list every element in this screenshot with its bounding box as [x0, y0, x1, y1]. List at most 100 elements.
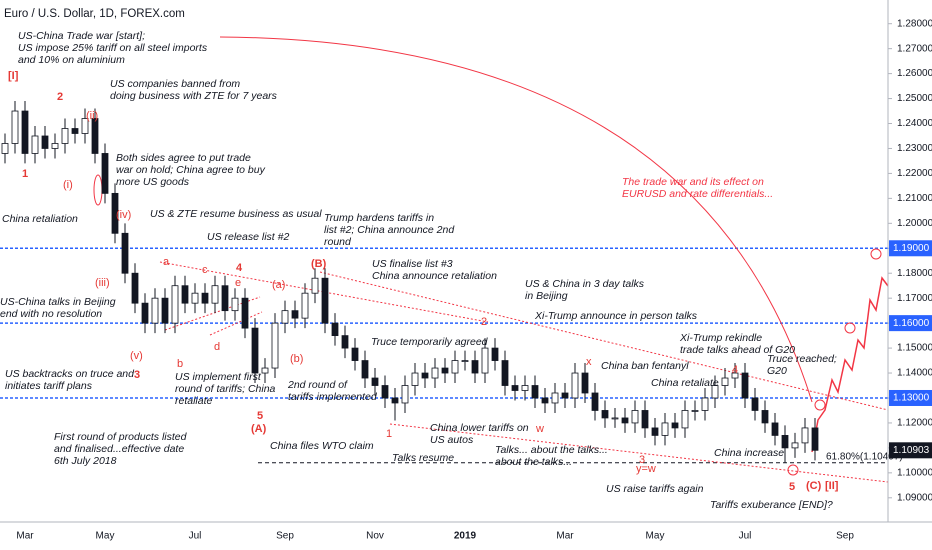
- level-label: 1.19000: [893, 243, 930, 254]
- trend-line: [319, 271, 889, 411]
- x-tick-label: Nov: [366, 531, 384, 542]
- wave-label: (C): [806, 480, 822, 492]
- wave-label: w: [535, 423, 544, 435]
- annotation: US & ZTE resume business as usual: [150, 208, 322, 220]
- candle-body: [31, 135, 39, 154]
- candle-body: [811, 427, 819, 451]
- x-tick-label: Mar: [556, 531, 574, 542]
- annotation: trade talks ahead of G20: [680, 344, 795, 356]
- candle-body: [621, 417, 629, 424]
- y-tick-label: 1.15000: [897, 343, 932, 354]
- annotation: US impose 25% tariff on all steel import…: [18, 42, 208, 54]
- candle-body: [751, 397, 759, 411]
- candle-body: [541, 397, 549, 404]
- y-tick-label: 1.12000: [897, 418, 932, 429]
- annotation: Xi-Trump announce in person talks: [534, 310, 698, 322]
- candle-body: [11, 110, 19, 144]
- candle-body: [721, 377, 729, 386]
- level-label: 1.13000: [893, 393, 930, 404]
- wave-label: (b): [290, 353, 303, 365]
- candle-body: [691, 410, 699, 412]
- annotation: US-China Trade war [start];: [18, 30, 145, 42]
- annotation: retaliate: [175, 395, 213, 407]
- annotation: China lower tariffs on: [430, 422, 529, 434]
- y-tick-label: 1.25000: [897, 93, 932, 104]
- x-tick-label: Sep: [276, 531, 294, 542]
- wave-label: e: [235, 277, 241, 289]
- candle-body: [641, 410, 649, 429]
- annotation: more US goods: [116, 176, 190, 188]
- annotation: about the talks...: [495, 456, 572, 468]
- candle-body: [561, 392, 569, 399]
- candle-body: [741, 372, 749, 399]
- wave-label: 3: [134, 369, 140, 381]
- annotation: G20: [767, 365, 787, 377]
- candle-body: [491, 347, 499, 361]
- annotation: doing business with ZTE for 7 years: [110, 90, 278, 102]
- wave-label: 5: [789, 481, 795, 493]
- candle-body: [581, 372, 589, 394]
- wave-label: a: [163, 256, 170, 268]
- annotation: China retaliation: [2, 213, 78, 225]
- annotation: US & China in 3 day talks: [525, 278, 645, 290]
- candle-body: [711, 385, 719, 399]
- annotation: US autos: [430, 434, 474, 446]
- candle-body: [501, 360, 509, 386]
- candle-body: [391, 397, 399, 404]
- candle-body: [371, 377, 379, 386]
- wave-label: [II]: [825, 480, 839, 492]
- wave-label: b: [177, 358, 183, 370]
- candle-body: [241, 297, 249, 329]
- wave-label: 1: [386, 428, 392, 440]
- x-tick-label: Mar: [16, 531, 34, 542]
- annotation: tariffs implemented: [288, 391, 378, 403]
- annotation: Tariffs exuberance [END]?: [710, 499, 833, 511]
- candle-body: [781, 435, 789, 449]
- candle-body: [331, 322, 339, 337]
- candle-body: [181, 285, 189, 304]
- candle-body: [531, 385, 539, 399]
- annotation: Talks resume: [392, 452, 454, 464]
- arc: [219, 36, 813, 403]
- y-tick-label: 1.14000: [897, 368, 932, 379]
- candle-body: [311, 277, 319, 294]
- y-tick-label: 1.09000: [897, 492, 932, 503]
- candle-body: [41, 135, 49, 149]
- y-tick-label: 1.21000: [897, 193, 932, 204]
- marker: [787, 464, 799, 476]
- candle-body: [121, 232, 129, 274]
- wave-label: 2: [481, 316, 487, 328]
- y-tick-label: 1.10000: [897, 467, 932, 478]
- wave-label: 2: [57, 91, 63, 103]
- candle-body: [771, 422, 779, 436]
- annotation: China retaliate: [651, 377, 719, 389]
- annotation: and finalised...effective date: [54, 443, 184, 455]
- level-label: 1.16000: [893, 318, 930, 329]
- candle-body: [61, 128, 69, 144]
- annotation: round: [324, 236, 352, 248]
- candle-body: [251, 327, 259, 374]
- y-tick-label: 1.22000: [897, 168, 932, 179]
- candle-body: [521, 385, 529, 391]
- wave-label: [I]: [8, 70, 19, 82]
- candle-body: [401, 385, 409, 404]
- candle-body: [431, 367, 439, 379]
- candles: [1, 101, 819, 463]
- annotation: China files WTO claim: [270, 440, 374, 452]
- trend-line: [159, 261, 489, 323]
- annotation: Truce reached;: [767, 353, 837, 365]
- annotation: US-China talks in Beijing: [0, 296, 116, 308]
- marker: [844, 322, 856, 334]
- candle-body: [341, 335, 349, 349]
- candle-body: [281, 310, 289, 324]
- annotation: Trump hardens tariffs in: [324, 212, 434, 224]
- candle-body: [111, 192, 119, 234]
- y-tick-label: 1.28000: [897, 18, 932, 29]
- annotation: China increase: [714, 447, 784, 459]
- candle-body: [271, 322, 279, 369]
- candle-body: [671, 422, 679, 429]
- level-label-box: [889, 315, 932, 332]
- candle-body: [601, 410, 609, 419]
- candle-body: [201, 292, 209, 304]
- wave-label: x: [586, 356, 592, 368]
